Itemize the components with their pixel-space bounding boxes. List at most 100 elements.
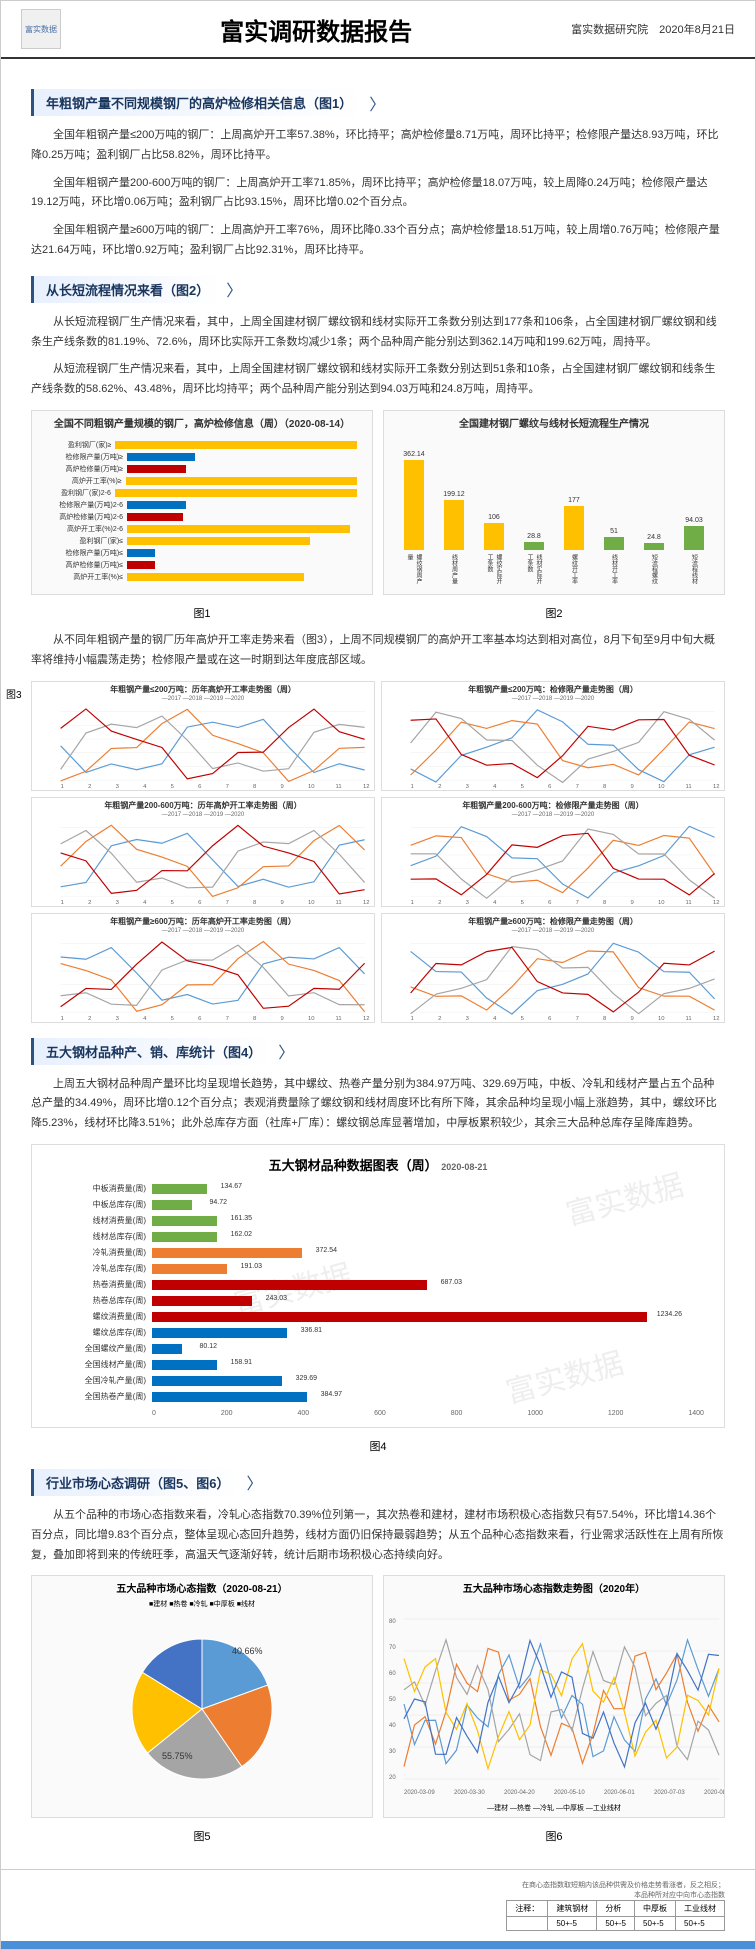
svg-text:1: 1 <box>411 900 414 906</box>
svg-text:9: 9 <box>281 900 284 906</box>
svg-text:3: 3 <box>466 784 470 790</box>
svg-text:8: 8 <box>603 784 607 790</box>
svg-text:2: 2 <box>438 1016 441 1022</box>
svg-text:5: 5 <box>171 784 175 790</box>
svg-text:5: 5 <box>171 1016 175 1022</box>
svg-text:8: 8 <box>603 900 607 906</box>
svg-text:30: 30 <box>389 1749 396 1755</box>
svg-text:11: 11 <box>336 900 342 906</box>
svg-text:2020-04-20: 2020-04-20 <box>504 1790 535 1796</box>
svg-text:12: 12 <box>363 784 370 790</box>
header-meta: 富实数据研究院 2020年8月21日 <box>571 21 735 37</box>
svg-text:8: 8 <box>253 784 257 790</box>
svg-text:1: 1 <box>411 1016 414 1022</box>
svg-text:12: 12 <box>363 900 370 906</box>
svg-text:7: 7 <box>226 900 229 906</box>
chart-5-label: 图5 <box>31 1828 373 1844</box>
svg-text:50: 50 <box>389 1697 396 1703</box>
chart-6-label: 图6 <box>383 1828 725 1844</box>
section-3-para: 从不同年粗钢产量的钢厂历年高炉开工率走势来看（图3），上周不同规模钢厂的高炉开工… <box>31 631 725 671</box>
svg-text:6: 6 <box>198 900 202 906</box>
svg-text:12: 12 <box>713 784 720 790</box>
svg-text:11: 11 <box>336 1016 342 1022</box>
svg-text:9: 9 <box>631 900 634 906</box>
footer: 在商心态指数取短期内该品种供需及价格走势看涨者，反之相反； 本品种所对应中向市心… <box>1 1869 755 1941</box>
fig3-label: 图3 <box>6 686 22 701</box>
svg-text:3: 3 <box>116 900 120 906</box>
svg-text:4: 4 <box>143 784 147 790</box>
logo: 富实数据 <box>21 9 61 49</box>
svg-text:2: 2 <box>88 784 91 790</box>
svg-text:2: 2 <box>438 900 441 906</box>
svg-text:9: 9 <box>631 1016 634 1022</box>
svg-text:4: 4 <box>493 1016 497 1022</box>
svg-text:7: 7 <box>576 1016 579 1022</box>
footer-table: 注释：建筑钢材分析中厚板工业线材 50+-550+-550+-550+-5 <box>506 1900 725 1931</box>
svg-text:10: 10 <box>658 784 665 790</box>
svg-text:2: 2 <box>88 1016 91 1022</box>
svg-text:4: 4 <box>493 900 497 906</box>
svg-text:4: 4 <box>143 900 147 906</box>
bottom-bar <box>1 1941 755 1949</box>
svg-text:8: 8 <box>603 1016 607 1022</box>
svg-text:3: 3 <box>466 900 470 906</box>
svg-text:55.75%: 55.75% <box>162 1751 193 1761</box>
svg-text:8: 8 <box>253 900 257 906</box>
svg-text:6: 6 <box>548 1016 552 1022</box>
section-2-para-1: 从长短流程钢厂生产情况来看，其中，上周全国建材钢厂螺纹钢和线材实际开工条数分别达… <box>31 313 725 353</box>
svg-text:3: 3 <box>116 1016 120 1022</box>
svg-text:20: 20 <box>389 1775 396 1781</box>
chart-4-label: 图4 <box>31 1438 725 1454</box>
svg-text:5: 5 <box>171 900 175 906</box>
svg-text:10: 10 <box>658 1016 665 1022</box>
svg-text:2: 2 <box>438 784 441 790</box>
svg-text:12: 12 <box>363 1016 370 1022</box>
svg-text:7: 7 <box>576 900 579 906</box>
chart-4: 富实数据 富实数据 富实数据 五大钢材品种数据图表（周） 2020-08-21 … <box>31 1144 725 1428</box>
chart-2-label: 图2 <box>383 605 725 621</box>
section-4-header: 五大钢材品种产、销、库统计（图4） 〉 <box>31 1038 725 1065</box>
svg-text:11: 11 <box>686 900 692 906</box>
svg-text:70: 70 <box>389 1645 396 1651</box>
svg-text:4: 4 <box>143 1016 147 1022</box>
section-4-para: 上周五大钢材品种周产量环比均呈现增长趋势，其中螺纹、热卷产量分别为384.97万… <box>31 1075 725 1134</box>
svg-text:1: 1 <box>61 900 64 906</box>
svg-text:6: 6 <box>548 784 552 790</box>
svg-text:3: 3 <box>466 1016 470 1022</box>
svg-text:10: 10 <box>308 900 315 906</box>
svg-text:10: 10 <box>308 1016 315 1022</box>
chart-5: 五大品种市场心态指数（2020-08-21） ■建材 ■热卷 ■冷轧 ■中厚板 … <box>31 1575 373 1818</box>
svg-text:2020-03-30: 2020-03-30 <box>454 1790 485 1796</box>
svg-text:60: 60 <box>389 1671 396 1677</box>
svg-text:11: 11 <box>686 784 692 790</box>
svg-text:2020-05-10: 2020-05-10 <box>554 1790 585 1796</box>
chart-3-grid: 图3 年粗钢产量≤200万吨：历年高炉开工率走势图（周）—2017 —2018 … <box>31 681 725 1023</box>
svg-text:7: 7 <box>226 1016 229 1022</box>
section-1-para-2: 全国年粗钢产量200-600万吨的钢厂：上周高炉开工率71.85%，周环比持平；… <box>31 174 725 214</box>
section-5-para: 从五个品种的市场心态指数来看，冷轧心态指数70.39%位列第一，其次热卷和建材，… <box>31 1506 725 1565</box>
svg-text:2020-07-03: 2020-07-03 <box>654 1790 685 1796</box>
svg-text:7: 7 <box>576 784 579 790</box>
svg-text:40.66%: 40.66% <box>232 1646 263 1656</box>
svg-text:6: 6 <box>198 1016 202 1022</box>
svg-text:9: 9 <box>281 784 284 790</box>
svg-text:11: 11 <box>336 784 342 790</box>
svg-text:9: 9 <box>281 1016 284 1022</box>
chart-6: 五大品种市场心态指数走势图（2020年） 2020-03-092020-03-3… <box>383 1575 725 1818</box>
svg-text:5: 5 <box>521 784 525 790</box>
svg-text:2: 2 <box>88 900 91 906</box>
svg-text:6: 6 <box>198 784 202 790</box>
svg-text:4: 4 <box>493 784 497 790</box>
svg-text:1: 1 <box>61 784 64 790</box>
section-2-para-2: 从短流程钢厂生产情况来看，其中，上周全国建材钢厂螺纹钢和线材实际开工条数分别达到… <box>31 360 725 400</box>
section-1-header: 年粗钢产量不同规模钢厂的高炉检修相关信息（图1） 〉 <box>31 89 725 116</box>
section-1-para-1: 全国年粗钢产量≤200万吨的钢厂：上周高炉开工率57.38%，环比持平；高炉检修… <box>31 126 725 166</box>
svg-text:8: 8 <box>253 1016 257 1022</box>
svg-text:2020-06-01: 2020-06-01 <box>604 1790 635 1796</box>
section-1-para-3: 全国年粗钢产量≥600万吨的钢厂：上周高炉开工率76%，周环比降0.33个百分点… <box>31 221 725 261</box>
svg-text:5: 5 <box>521 1016 525 1022</box>
svg-text:12: 12 <box>713 900 720 906</box>
chart-1: 全国不同粗钢产量规模的钢厂，高炉检修信息（周）（2020-08-14） 盈利钢厂… <box>31 410 373 595</box>
section-5-header: 行业市场心态调研（图5、图6） 〉 <box>31 1469 725 1496</box>
svg-text:6: 6 <box>548 900 552 906</box>
